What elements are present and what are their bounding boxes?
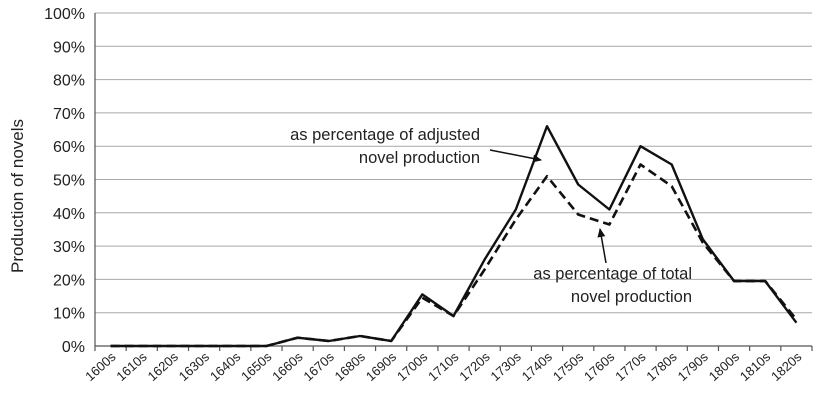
y-tick-label: 50% <box>53 173 85 190</box>
x-tick-label: 1660s <box>269 349 306 384</box>
x-tick-labels: 1600s1610s1620s1630s1640s1650s1660s1670s… <box>82 349 805 384</box>
annotation-adjusted-line-2: novel production <box>359 149 480 167</box>
y-tick-labels: 0% 10% 20% 30% 40% 50% 60% 70% 80% 90% 100% <box>44 6 85 356</box>
y-tick-label: 60% <box>53 139 85 156</box>
y-tick-label: 40% <box>53 206 85 223</box>
annotation-adjusted: as percentage of adjusted novel producti… <box>290 126 542 167</box>
y-tick-label: 90% <box>53 39 85 56</box>
x-tick-label: 1770s <box>612 349 649 384</box>
x-tick-label: 1710s <box>425 349 462 384</box>
x-tick-label: 1620s <box>145 349 182 384</box>
x-tick-label: 1700s <box>394 349 431 384</box>
annotation-total-line-1: as percentage of total <box>533 265 692 283</box>
x-tick-label: 1810s <box>737 349 774 384</box>
annotation-adjusted-arrow <box>489 149 542 163</box>
y-axis-title: Production of novels <box>8 119 27 273</box>
x-tick-label: 1680s <box>332 349 369 384</box>
x-tick-label: 1630s <box>176 349 213 384</box>
x-tick-label: 1780s <box>643 349 680 384</box>
annotation-total-line-2: novel production <box>571 288 692 306</box>
x-tick-label: 1670s <box>300 349 337 384</box>
y-tick-label: 80% <box>53 73 85 90</box>
y-tick-label: 20% <box>53 272 85 289</box>
series-lines <box>110 124 798 348</box>
y-tick-label: 30% <box>53 239 85 256</box>
x-tick-label: 1600s <box>82 349 119 384</box>
x-tick-label: 1800s <box>706 349 743 384</box>
x-tick-label: 1730s <box>487 349 524 384</box>
y-tick-label: 70% <box>53 106 85 123</box>
x-tick-label: 1750s <box>550 349 587 384</box>
x-tick-label: 1740s <box>519 349 556 384</box>
y-tick-label: 100% <box>44 6 85 23</box>
y-tick-label: 0% <box>62 339 85 356</box>
x-tick-label: 1820s <box>768 349 805 384</box>
series-line-total <box>110 163 798 348</box>
annotation-total: as percentage of total novel production <box>533 228 692 306</box>
y-tick-label: 10% <box>53 306 85 323</box>
x-tick-label: 1640s <box>207 349 244 384</box>
annotation-adjusted-line-1: as percentage of adjusted <box>290 126 480 144</box>
x-tick-label: 1720s <box>456 349 493 384</box>
x-tick-label: 1650s <box>238 349 275 384</box>
gridlines <box>95 12 812 314</box>
x-tick-label: 1790s <box>675 349 712 384</box>
annotation-total-arrow <box>597 228 607 264</box>
x-tick-label: 1690s <box>363 349 400 384</box>
x-tick-label: 1760s <box>581 349 618 384</box>
axes <box>94 13 813 351</box>
x-tick-label: 1610s <box>113 349 150 384</box>
